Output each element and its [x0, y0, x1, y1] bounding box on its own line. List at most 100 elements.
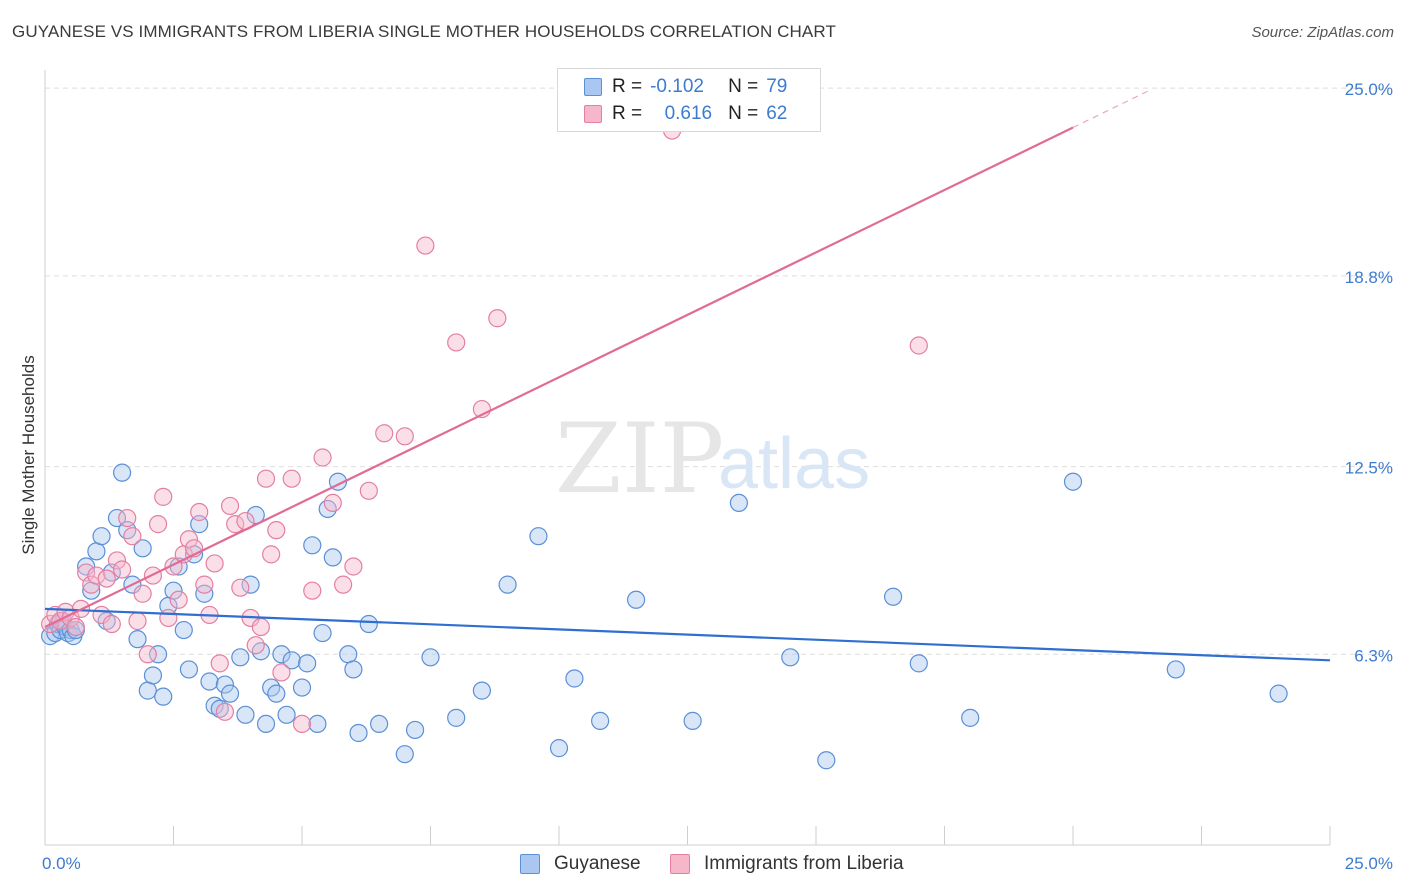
data-point — [267, 684, 286, 703]
data-point — [421, 648, 440, 667]
data-point — [370, 714, 389, 734]
bottom-legend-swatch-blue — [520, 854, 540, 874]
data-point — [292, 678, 312, 697]
data-point — [154, 687, 173, 706]
data-point — [92, 527, 111, 546]
data-point — [447, 333, 466, 352]
data-point — [549, 739, 569, 758]
data-point — [1166, 660, 1185, 679]
data-point — [267, 521, 286, 540]
data-point — [308, 714, 327, 734]
y-tick-label: 12.5% — [1345, 459, 1393, 478]
data-point — [565, 669, 584, 688]
data-point — [909, 336, 928, 355]
data-point — [210, 654, 229, 673]
data-point — [174, 620, 193, 640]
data-point — [344, 660, 363, 679]
data-point — [226, 515, 245, 534]
y-tick-label: 25.0% — [1345, 80, 1393, 99]
data-point — [626, 590, 646, 609]
data-point — [303, 581, 322, 600]
data-point — [128, 611, 147, 631]
x-tick-label: 25.0% — [1345, 854, 1393, 873]
data-point — [447, 708, 466, 727]
legend-r-value: 0.616 — [664, 103, 713, 124]
trend-lines — [44, 89, 1331, 662]
data-point — [472, 681, 491, 700]
data-point — [220, 496, 240, 516]
data-point — [246, 636, 265, 655]
data-point — [256, 469, 276, 488]
data-point — [107, 508, 127, 528]
data-point — [236, 705, 255, 724]
data-point — [118, 508, 137, 528]
chart-title: GUYANESE VS IMMIGRANTS FROM LIBERIA SING… — [12, 22, 836, 41]
data-point — [133, 539, 152, 558]
data-point — [179, 660, 199, 679]
data-point — [313, 448, 332, 467]
data-point — [375, 424, 394, 443]
data-point — [272, 663, 291, 682]
data-point — [164, 581, 183, 600]
data-point — [282, 469, 301, 488]
trend-extension-liberia — [1072, 89, 1151, 129]
bottom-legend-label: Guyanese — [554, 853, 641, 874]
data-point — [241, 575, 260, 594]
data-point — [128, 630, 147, 649]
data-point — [683, 711, 702, 730]
data-point — [143, 666, 163, 685]
data-point — [148, 515, 168, 534]
bottom-legend-liberia: Immigrants from Liberia — [670, 851, 904, 877]
x-tick-labels: 0.0% 25.0% — [42, 854, 1393, 873]
legend-n-label: N = — [728, 76, 759, 97]
data-point — [77, 557, 96, 576]
trend-line-liberia — [44, 126, 1074, 629]
data-point — [179, 530, 199, 549]
legend-r-label: R = — [612, 76, 643, 97]
data-point — [123, 527, 142, 546]
trend-line-guyanese — [44, 607, 1331, 662]
data-point — [231, 578, 250, 597]
data-point — [313, 623, 332, 643]
watermark-atlas: atlas — [718, 424, 870, 504]
data-point — [169, 590, 188, 609]
data-point — [138, 645, 157, 664]
data-point — [303, 536, 322, 555]
data-point — [97, 569, 116, 588]
bottom-legend-label: Immigrants from Liberia — [704, 853, 904, 874]
data-point — [215, 702, 234, 721]
legend-n-label: N = — [728, 103, 759, 124]
data-point — [256, 714, 276, 734]
legend-r-value: -0.102 — [650, 76, 704, 97]
data-point — [405, 720, 425, 740]
data-point — [334, 575, 353, 594]
data-point — [112, 560, 132, 579]
data-point — [359, 481, 378, 500]
x-tick-label: 0.0% — [42, 854, 81, 873]
data-point — [205, 554, 224, 573]
data-point — [282, 651, 301, 670]
data-point — [251, 617, 270, 637]
data-point — [961, 708, 980, 727]
data-point — [1063, 472, 1083, 491]
bottom-legend-swatch-pink — [670, 854, 690, 874]
data-point — [231, 648, 250, 667]
data-point — [323, 493, 342, 513]
gridlines — [45, 87, 1395, 655]
data-point — [159, 608, 178, 628]
bottom-legend-guyanese: Guyanese — [520, 851, 641, 877]
data-point — [205, 696, 224, 715]
data-point — [729, 493, 749, 513]
data-point — [339, 645, 358, 664]
y-tick-labels: 6.3% 12.5% 18.8% 25.0% — [1345, 80, 1393, 665]
data-point — [529, 527, 548, 546]
data-point — [210, 699, 229, 718]
data-point — [66, 617, 85, 637]
data-point — [359, 614, 378, 634]
data-point — [195, 575, 214, 594]
data-point — [292, 714, 312, 734]
source-label: Source: ZipAtlas.com — [1251, 24, 1394, 41]
legend-r-label: R = — [612, 103, 643, 124]
y-axis-label: Single Mother Households — [19, 355, 38, 554]
